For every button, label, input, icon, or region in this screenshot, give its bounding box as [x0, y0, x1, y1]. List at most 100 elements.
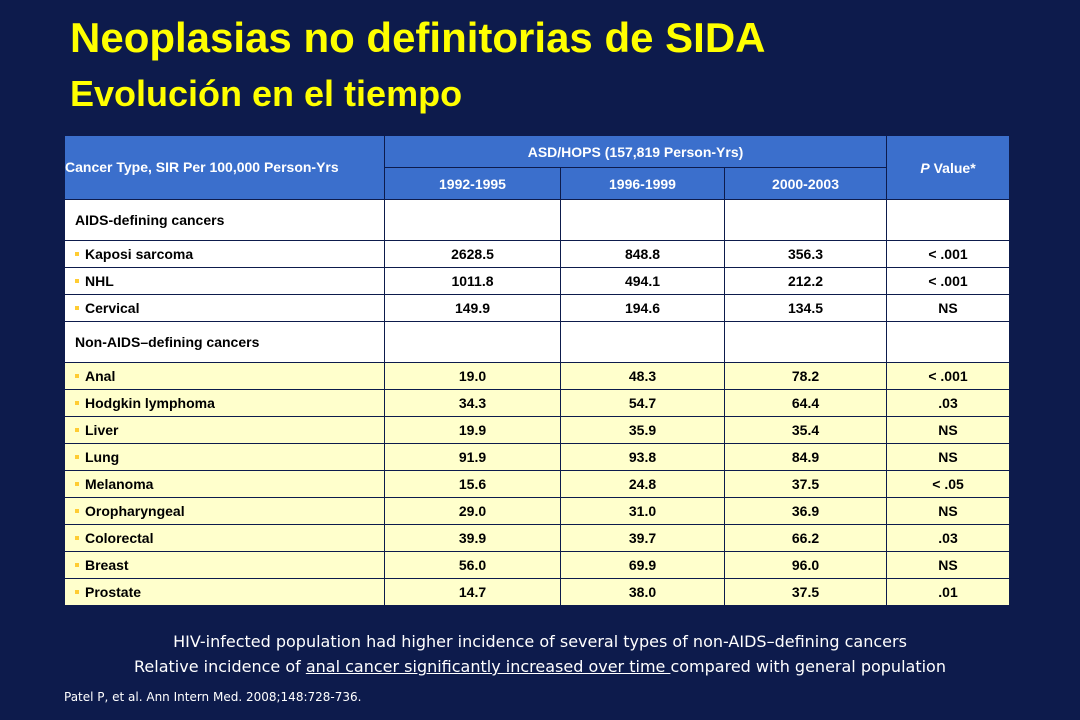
cell-value: 1011.8 — [384, 267, 561, 295]
cell-value: 38.0 — [560, 578, 725, 606]
row-label: Hodgkin lymphoma — [64, 389, 385, 417]
row-label: Cervical — [64, 294, 385, 322]
row-label: Breast — [64, 551, 385, 579]
bullet-icon — [75, 455, 79, 460]
cell-value: 848.8 — [560, 240, 725, 268]
cell-value: 2628.5 — [384, 240, 561, 268]
row-label: Oropharyngeal — [64, 497, 385, 525]
cell-value: 78.2 — [723, 362, 888, 390]
cell-p-value: NS — [886, 443, 1011, 471]
cell-p-value: NS — [886, 551, 1011, 579]
table-row: Lung 91.9 93.8 84.9 NS — [64, 443, 1011, 471]
table-row: Anal 19.0 48.3 78.2 < .001 — [64, 362, 1011, 390]
cell-value: 494.1 — [560, 267, 725, 295]
row-label: Colorectal — [64, 524, 385, 552]
cell-value: 35.4 — [723, 416, 888, 444]
row-label: Liver — [64, 416, 385, 444]
cell-value: 56.0 — [384, 551, 561, 579]
table-row: NHL 1011.8 494.1 212.2 < .001 — [64, 267, 1011, 295]
cell-value: 14.7 — [384, 578, 561, 606]
row-label: Kaposi sarcoma — [64, 240, 385, 268]
footnote-line-2-pre: Relative incidence of — [134, 657, 306, 676]
cell-p-value: < .001 — [886, 267, 1011, 295]
header-p-rest: Value* — [929, 159, 976, 176]
cell-value: 54.7 — [560, 389, 725, 417]
reference-citation: Patel P, et al. Ann Intern Med. 2008;148… — [64, 690, 362, 704]
table-row: Liver 19.9 35.9 35.4 NS — [64, 416, 1011, 444]
header-cancer-type: Cancer Type, SIR Per 100,000 Person-Yrs — [64, 135, 385, 200]
cell-value: 84.9 — [723, 443, 888, 471]
table-row: Oropharyngeal 29.0 31.0 36.9 NS — [64, 497, 1011, 525]
bullet-icon — [75, 306, 79, 311]
cell-value: 39.9 — [384, 524, 561, 552]
bullet-icon — [75, 482, 79, 487]
cell-value: 66.2 — [723, 524, 888, 552]
row-label: Anal — [64, 362, 385, 390]
bullet-icon — [75, 252, 79, 257]
table-row: Colorectal 39.9 39.7 66.2 .03 — [64, 524, 1011, 552]
cell-value: 93.8 — [560, 443, 725, 471]
cell-value: 212.2 — [723, 267, 888, 295]
cell-value: 37.5 — [723, 470, 888, 498]
cell-p-value: < .001 — [886, 362, 1011, 390]
footnote-line-2-underlined: anal cancer significantly increased over… — [305, 657, 671, 676]
slide-title: Neoplasias no definitorias de SIDA — [70, 14, 766, 61]
cell-value: 91.9 — [384, 443, 561, 471]
bullet-icon — [75, 509, 79, 514]
table-row: Breast 56.0 69.9 96.0 NS — [64, 551, 1011, 579]
footnote-line-2-post: compared with general population — [670, 657, 946, 676]
cell-value: 69.9 — [560, 551, 725, 579]
row-label: Lung — [64, 443, 385, 471]
cell-value: 194.6 — [560, 294, 725, 322]
header-period-1: 1992-1995 — [384, 167, 561, 200]
header-asd-hops: ASD/HOPS (157,819 Person-Yrs) — [383, 135, 888, 168]
header-p-value: P Value* — [886, 135, 1011, 200]
cell-value: 134.5 — [723, 294, 888, 322]
cell-p-value: .03 — [886, 524, 1011, 552]
table-row: Kaposi sarcoma 2628.5 848.8 356.3 < .001 — [64, 240, 1011, 268]
section-title-non-aids-defining: Non-AIDS–defining cancers — [64, 321, 385, 363]
bullet-icon — [75, 401, 79, 406]
cell-value: 35.9 — [560, 416, 725, 444]
cell-value: 19.0 — [384, 362, 561, 390]
bullet-icon — [75, 536, 79, 541]
row-label: Melanoma — [64, 470, 385, 498]
header-p-italic: P — [920, 159, 930, 176]
bullet-icon — [75, 590, 79, 595]
cancer-incidence-table: Cancer Type, SIR Per 100,000 Person-Yrs … — [64, 135, 1011, 606]
row-label: Prostate — [64, 578, 385, 606]
table-row: Cervical 149.9 194.6 134.5 NS — [64, 294, 1011, 322]
cell-p-value: NS — [886, 294, 1011, 322]
cell-p-value: < .001 — [886, 240, 1011, 268]
cell-value: 34.3 — [384, 389, 561, 417]
header-period-3: 2000-2003 — [723, 167, 888, 200]
table-row: Hodgkin lymphoma 34.3 54.7 64.4 .03 — [64, 389, 1011, 417]
cell-value: 37.5 — [723, 578, 888, 606]
section-title-aids-defining: AIDS-defining cancers — [64, 199, 385, 241]
table-row: Prostate 14.7 38.0 37.5 .01 — [64, 578, 1011, 606]
cell-value: 39.7 — [560, 524, 725, 552]
cell-value: 19.9 — [384, 416, 561, 444]
cell-p-value: NS — [886, 497, 1011, 525]
cell-value: 31.0 — [560, 497, 725, 525]
cell-value: 29.0 — [384, 497, 561, 525]
table-row: Melanoma 15.6 24.8 37.5 < .05 — [64, 470, 1011, 498]
cell-value: 149.9 — [384, 294, 561, 322]
bullet-icon — [75, 428, 79, 433]
cell-value: 48.3 — [560, 362, 725, 390]
cell-value: 96.0 — [723, 551, 888, 579]
cell-p-value: < .05 — [886, 470, 1011, 498]
bullet-icon — [75, 563, 79, 568]
row-label: NHL — [64, 267, 385, 295]
bullet-icon — [75, 279, 79, 284]
cell-p-value: .03 — [886, 389, 1011, 417]
slide-subtitle: Evolución en el tiempo — [70, 73, 463, 114]
cell-value: 15.6 — [384, 470, 561, 498]
header-period-2: 1996-1999 — [560, 167, 725, 200]
cell-value: 24.8 — [560, 470, 725, 498]
footnote-line-2: Relative incidence of anal cancer signif… — [0, 657, 1080, 676]
footnote-line-1: HIV-infected population had higher incid… — [173, 632, 907, 651]
cell-p-value: .01 — [886, 578, 1011, 606]
cell-p-value: NS — [886, 416, 1011, 444]
cell-value: 36.9 — [723, 497, 888, 525]
